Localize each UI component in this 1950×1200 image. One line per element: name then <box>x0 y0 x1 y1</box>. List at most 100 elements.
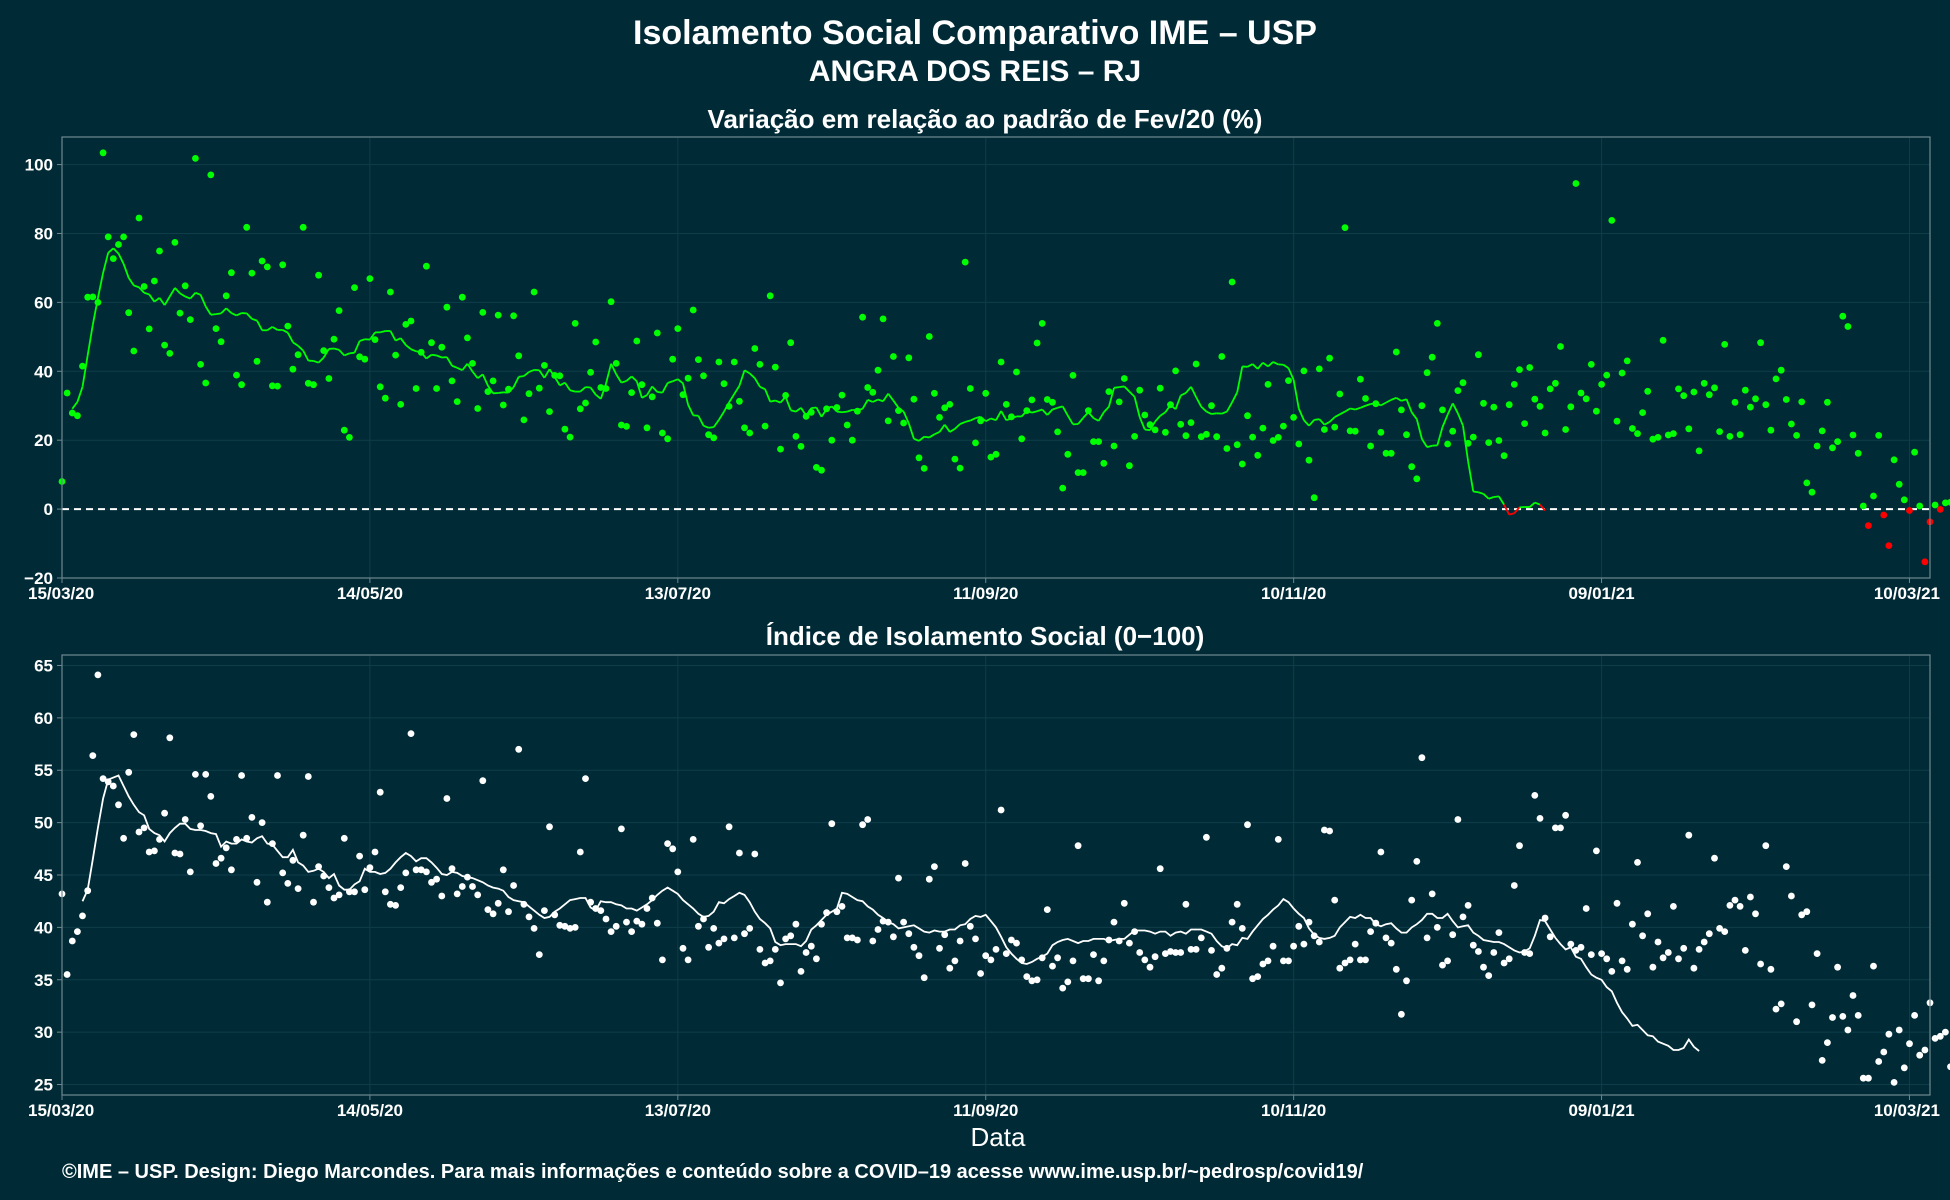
moving-average-segment <box>343 352 350 357</box>
moving-average-segment <box>158 297 166 306</box>
moving-average-segment <box>1390 396 1397 401</box>
moving-average-segment <box>322 348 330 358</box>
data-point <box>499 401 507 409</box>
data-point <box>1546 385 1554 393</box>
data-point <box>1510 882 1518 889</box>
index-x-tick-label: 10/11/20 <box>1261 1101 1326 1120</box>
data-point <box>1254 973 1262 980</box>
data-point <box>1736 431 1744 439</box>
moving-average-segment <box>1478 491 1484 495</box>
data-point <box>294 351 302 359</box>
data-point <box>1516 842 1523 850</box>
data-point <box>1854 1012 1862 1019</box>
index-y-tick-label: 50 <box>34 814 53 833</box>
data-point <box>233 371 240 379</box>
moving-average-segment <box>938 424 946 433</box>
data-point <box>1085 975 1092 983</box>
data-point <box>1372 400 1380 408</box>
data-point <box>1880 511 1888 519</box>
data-point <box>556 921 564 929</box>
data-point <box>274 382 281 390</box>
data-point <box>505 385 512 393</box>
moving-average-segment <box>1067 415 1074 425</box>
data-point <box>299 223 307 231</box>
data-point <box>1931 501 1939 509</box>
data-point <box>1531 792 1539 799</box>
data-point <box>197 361 205 368</box>
moving-average-segment <box>1436 426 1444 446</box>
moving-average-segment <box>1185 386 1192 394</box>
moving-average-segment <box>1539 504 1546 512</box>
data-point <box>1418 402 1426 410</box>
data-point <box>74 928 81 935</box>
data-point <box>1900 496 1908 504</box>
data-point <box>1777 366 1785 374</box>
moving-average-segment <box>892 400 900 409</box>
moving-average-segment <box>1133 396 1141 418</box>
moving-average-segment <box>1467 461 1475 492</box>
data-point <box>1346 427 1354 435</box>
moving-average-segment <box>969 417 976 422</box>
moving-average-segment <box>1144 428 1151 432</box>
moving-average-segment <box>297 345 304 352</box>
data-point <box>997 358 1005 366</box>
variation-y-tick-label: 100 <box>25 156 53 175</box>
data-point <box>1906 507 1913 514</box>
data-point <box>551 911 559 919</box>
data-point <box>854 936 861 944</box>
moving-average-segment <box>220 307 227 315</box>
data-point <box>1500 452 1508 460</box>
data-point <box>1023 407 1031 414</box>
data-point <box>1372 919 1380 927</box>
moving-average-segment <box>1457 412 1464 427</box>
moving-average-segment <box>872 398 879 403</box>
variation-x-tick-label: 09/01/21 <box>1568 584 1634 603</box>
data-point <box>238 772 246 779</box>
data-point <box>1623 965 1631 973</box>
data-point <box>212 325 220 332</box>
data-point <box>1100 459 1108 467</box>
data-point <box>684 956 692 964</box>
data-point <box>592 338 600 346</box>
index-y-tick-label: 60 <box>34 709 53 728</box>
moving-average-segment <box>1061 405 1069 417</box>
data-point <box>1151 426 1159 434</box>
data-point <box>145 848 153 856</box>
data-point <box>263 898 271 906</box>
data-point <box>1916 502 1924 510</box>
data-point <box>1238 925 1246 932</box>
moving-average-segment <box>564 382 571 391</box>
data-point <box>371 336 379 343</box>
data-point <box>777 445 784 453</box>
data-point <box>705 431 712 439</box>
data-point <box>643 905 651 912</box>
data-point <box>1936 506 1944 513</box>
data-point <box>130 731 138 738</box>
index-y-tick-label: 40 <box>34 918 53 937</box>
data-point <box>1310 932 1318 940</box>
moving-average-segment <box>708 426 714 429</box>
data-point <box>1264 381 1272 388</box>
data-point <box>1033 339 1041 347</box>
data-point <box>1187 946 1195 953</box>
data-point <box>469 883 476 890</box>
data-point <box>874 366 882 374</box>
moving-average-segment <box>215 312 222 315</box>
data-point <box>771 946 779 953</box>
data-point <box>1244 412 1251 420</box>
moving-average-segment <box>317 356 325 364</box>
variation-y-tick-label: 40 <box>34 362 53 381</box>
moving-average-segment <box>1231 391 1238 403</box>
data-point <box>228 866 235 874</box>
data-point <box>787 932 795 940</box>
index-x-tick-label: 15/03/20 <box>28 1101 94 1120</box>
data-point <box>730 934 738 942</box>
moving-average-segment <box>1498 495 1505 506</box>
data-point <box>1711 854 1718 862</box>
data-point <box>761 422 769 430</box>
data-point <box>1259 424 1267 432</box>
data-point <box>910 943 918 951</box>
data-point <box>417 866 425 874</box>
moving-average-segment <box>436 354 443 359</box>
data-point <box>1598 381 1605 388</box>
